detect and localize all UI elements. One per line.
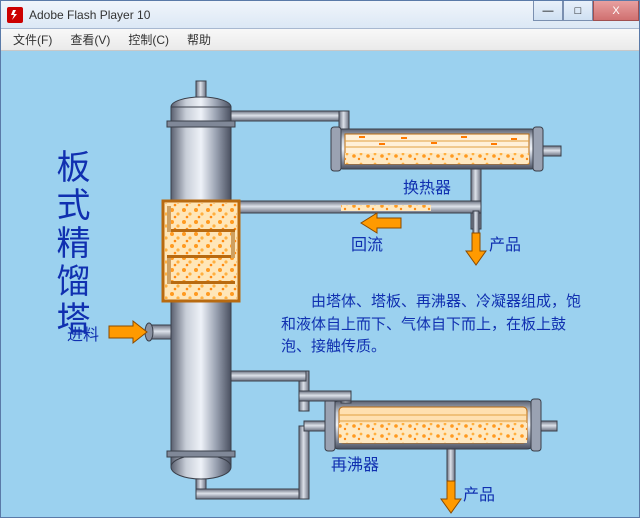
description-text: 由塔体、塔板、再沸器、冷凝器组成，饱和液体自上而下、气体自下而上，在板上鼓泡、接… xyxy=(281,291,581,359)
menu-view[interactable]: 查看(V) xyxy=(62,29,118,50)
menu-control[interactable]: 控制(C) xyxy=(120,29,177,50)
reflux-liquid xyxy=(341,205,431,211)
label-product-bottom: 产品 xyxy=(463,481,495,505)
label-product-top: 产品 xyxy=(489,231,521,255)
minimize-button[interactable]: — xyxy=(533,1,563,21)
maximize-button[interactable]: □ xyxy=(563,1,593,21)
diagram-canvas: 板式精馏塔 进料 换热器 回流 产品 再沸器 产品 由塔体、塔板、再沸器、冷凝器… xyxy=(1,51,639,517)
pipe xyxy=(196,489,306,499)
heat-exchanger xyxy=(331,127,543,171)
diagram-svg xyxy=(1,51,639,517)
pipe xyxy=(226,111,346,121)
label-reflux: 回流 xyxy=(351,231,383,255)
menubar: 文件(F) 查看(V) 控制(C) 帮助 xyxy=(1,29,639,51)
label-reboiler: 再沸器 xyxy=(331,451,379,475)
pipe xyxy=(473,211,479,236)
app-window: Adobe Flash Player 10 — □ X 文件(F) 查看(V) … xyxy=(0,0,640,518)
titlebar[interactable]: Adobe Flash Player 10 — □ X xyxy=(1,1,639,29)
window-title: Adobe Flash Player 10 xyxy=(29,8,150,22)
window-buttons: — □ X xyxy=(533,1,639,21)
pipe xyxy=(339,111,349,129)
close-button[interactable]: X xyxy=(593,1,639,21)
pipe xyxy=(299,426,309,499)
menu-file[interactable]: 文件(F) xyxy=(5,29,60,50)
diagram-title: 板式精馏塔 xyxy=(45,149,94,339)
label-feed: 进料 xyxy=(67,321,99,345)
pipe xyxy=(226,371,306,381)
menu-help[interactable]: 帮助 xyxy=(179,29,219,50)
flash-icon xyxy=(7,7,23,23)
label-exchanger: 换热器 xyxy=(403,174,451,198)
